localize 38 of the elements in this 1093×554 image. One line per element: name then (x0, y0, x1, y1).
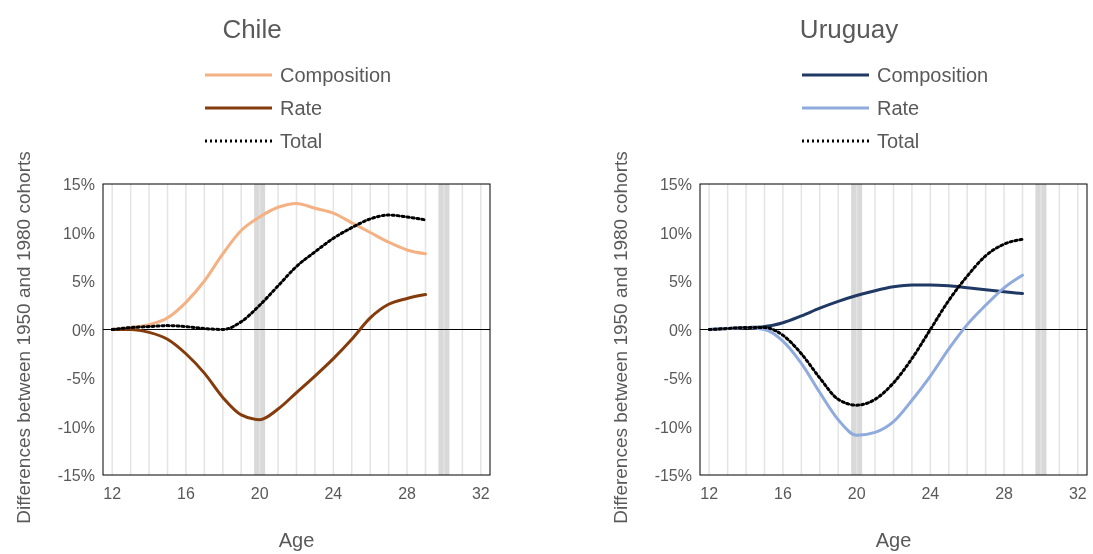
x-tick-label: 16 (774, 485, 792, 502)
y-tick-label: 10% (62, 224, 95, 242)
x-tick-label: 28 (398, 485, 417, 502)
y-tick-label: -5% (663, 370, 692, 387)
y-tick-label: 15% (659, 176, 692, 193)
x-tick-label: 16 (177, 485, 195, 502)
y-tick-label: -10% (654, 418, 692, 436)
legend-label: Total (280, 130, 323, 152)
x-tick-label: 28 (995, 485, 1014, 502)
x-axis-title: Age (875, 529, 912, 551)
x-tick-label: 20 (250, 485, 269, 502)
x-tick-label: 20 (847, 485, 866, 502)
legend-label: Rate (280, 97, 323, 119)
y-tick-label: 5% (668, 273, 692, 290)
legend-label: Total (877, 130, 920, 152)
y-tick-label: -15% (654, 467, 692, 484)
legend-label: Composition (280, 64, 392, 86)
chart-title: Chile (222, 14, 282, 44)
x-tick-label: 24 (324, 485, 343, 502)
y-tick-label: -5% (66, 370, 95, 387)
x-tick-label: 12 (700, 485, 719, 502)
x-tick-label: 24 (921, 485, 940, 502)
chart-title: Uruguay (799, 14, 899, 44)
y-tick-label: 5% (71, 273, 95, 290)
y-tick-label: -10% (57, 418, 95, 436)
y-axis-title: Differences between 1950 and 1980 cohorts (610, 151, 631, 524)
x-axis-title: Age (278, 529, 315, 551)
y-tick-label: 0% (668, 321, 692, 339)
x-tick-label: 12 (103, 485, 122, 502)
y-tick-label: 15% (62, 176, 95, 193)
legend-label: Composition (877, 64, 989, 86)
x-tick-label: 32 (1068, 485, 1087, 502)
y-tick-label: 0% (71, 321, 95, 339)
x-tick-label: 32 (471, 485, 490, 502)
y-axis-title: Differences between 1950 and 1980 cohorts (13, 151, 34, 524)
y-tick-label: 10% (659, 224, 692, 242)
y-tick-label: -15% (57, 467, 95, 484)
legend-label: Rate (877, 97, 920, 119)
